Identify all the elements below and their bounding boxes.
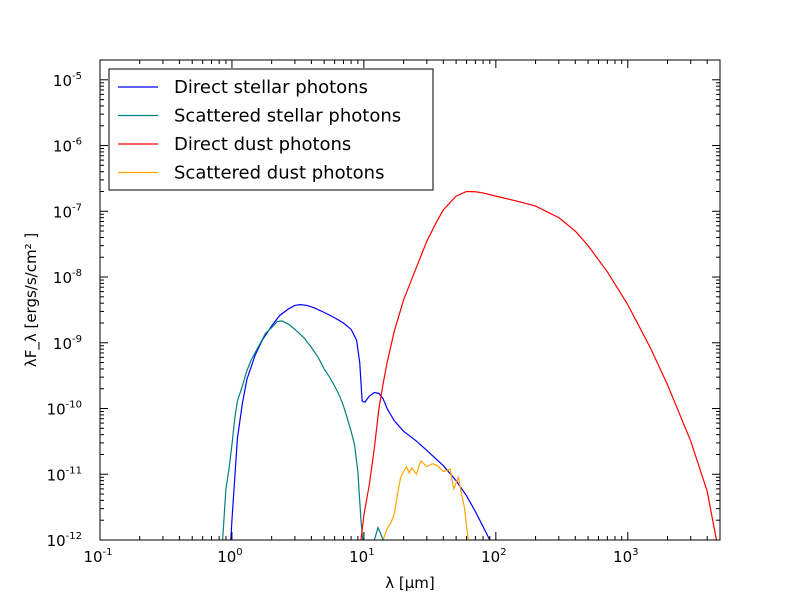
- legend-label: Direct dust photons: [174, 134, 351, 155]
- series-line-3: [382, 459, 470, 540]
- series-line-4: [373, 525, 384, 540]
- x-tick-label: 102: [481, 547, 506, 566]
- x-tick-label: 101: [349, 547, 374, 566]
- x-axis-label: λ [μm]: [385, 574, 435, 592]
- legend-box: [108, 68, 434, 191]
- y-tick-label: 10-11: [47, 465, 82, 484]
- x-tick-label: 103: [613, 547, 638, 566]
- x-tick-label: 100: [217, 547, 242, 566]
- series-line-1: [222, 320, 364, 540]
- axis-tick-labels: 10-1 100 101 102 103 10-12 10-11 10-10 10-9 10-8 1…: [47, 71, 639, 566]
- y-tick-label: 10-9: [53, 334, 82, 353]
- y-tick-label: 10-12: [47, 531, 82, 550]
- plot-frame: [99, 59, 721, 541]
- axis-ticks: [99, 59, 721, 541]
- legend: Direct stellar photons Scattered stellar …: [108, 68, 434, 191]
- y-tick-label: 10-6: [53, 137, 82, 156]
- legend-label: Scattered stellar photons: [174, 106, 401, 127]
- y-tick-label: 10-10: [47, 400, 82, 419]
- y-axis-label: λF_λ [ergs/s/cm² ]: [22, 233, 41, 367]
- x-tick-label: 10-1: [83, 547, 112, 566]
- series-line-2: [360, 190, 718, 540]
- y-tick-label: 10-5: [53, 71, 82, 90]
- plot-lines: [222, 190, 718, 540]
- legend-label: Scattered dust photons: [174, 163, 384, 184]
- y-tick-label: 10-7: [53, 202, 82, 221]
- legend-label: Direct stellar photons: [174, 77, 368, 98]
- y-tick-label: 10-8: [53, 268, 82, 287]
